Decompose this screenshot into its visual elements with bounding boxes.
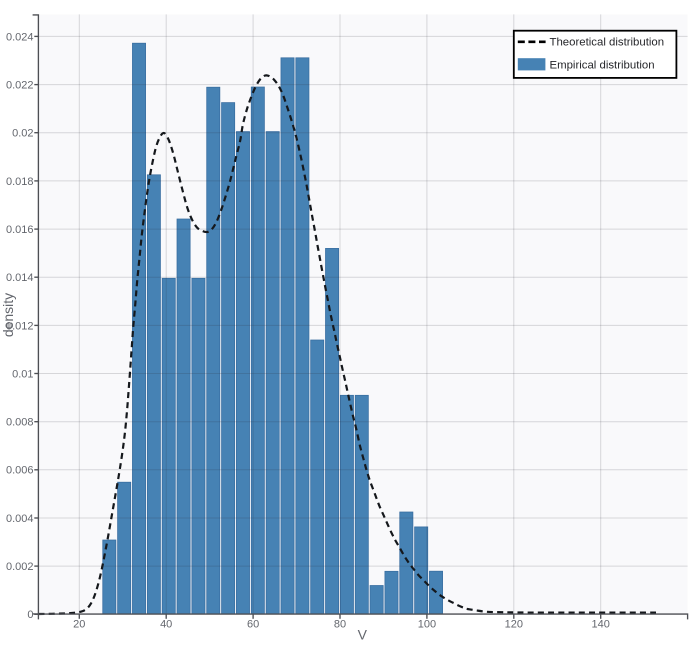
svg-text:0.002: 0.002 [6,561,34,573]
svg-text:60: 60 [247,619,259,631]
svg-text:Empirical distribution: Empirical distribution [550,60,655,72]
svg-text:40: 40 [160,619,172,631]
svg-text:0.004: 0.004 [6,513,34,525]
svg-text:V: V [358,627,368,643]
svg-text:20: 20 [73,619,85,631]
svg-text:100: 100 [418,619,436,631]
svg-text:0.02: 0.02 [12,128,33,140]
svg-text:140: 140 [592,619,610,631]
svg-text:0.024: 0.024 [6,31,34,43]
svg-text:0.022: 0.022 [6,80,34,92]
svg-text:0: 0 [27,609,33,621]
svg-text:0.014: 0.014 [6,272,34,284]
svg-text:0.01: 0.01 [12,368,33,380]
svg-text:density: density [0,293,16,337]
svg-text:0.016: 0.016 [6,224,34,236]
svg-text:Theoretical distribution: Theoretical distribution [550,37,665,49]
svg-text:0.008: 0.008 [6,417,34,429]
svg-text:0.012: 0.012 [6,320,34,332]
svg-text:80: 80 [334,619,346,631]
svg-text:0.006: 0.006 [6,465,34,477]
svg-text:0.018: 0.018 [6,176,34,188]
svg-text:120: 120 [505,619,523,631]
